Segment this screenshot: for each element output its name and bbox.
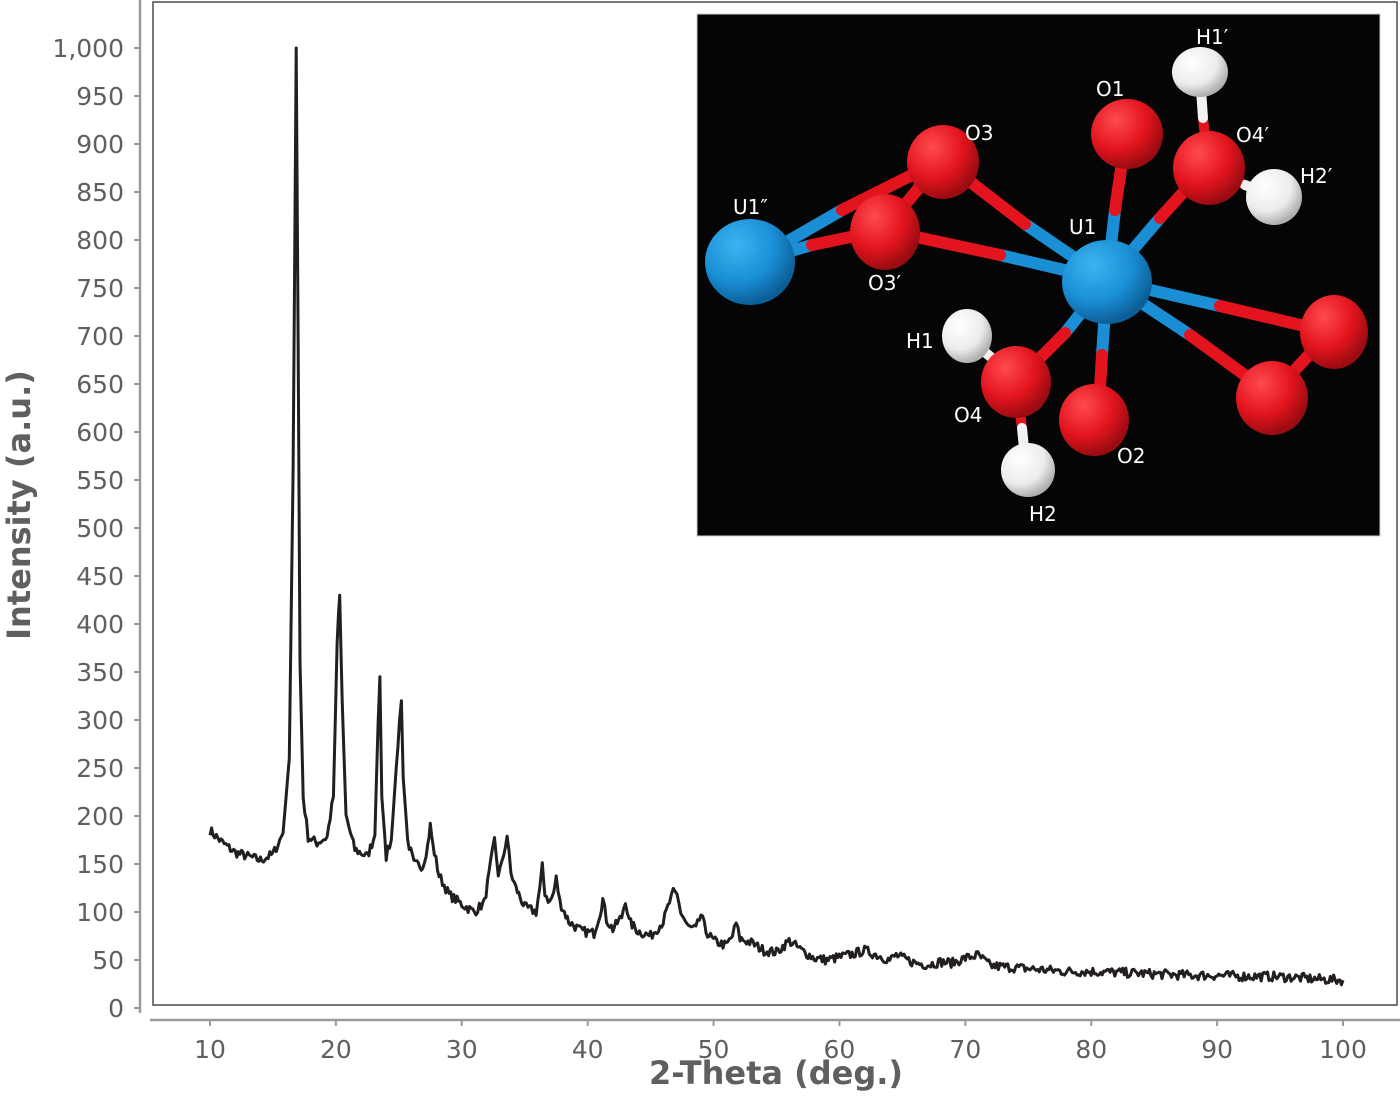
label-h1p: H1′	[1196, 25, 1229, 49]
atom-o1	[1091, 99, 1163, 169]
y-tick-label: 300	[76, 706, 124, 735]
y-tick-label: 750	[76, 274, 124, 303]
y-tick-label: 800	[76, 226, 124, 255]
label-o4: O4	[954, 403, 982, 427]
atom-u1	[1062, 240, 1152, 324]
atom-labels: H1′ O1 O3 O4′ H2′ U1″ U1 O3′ H1 O4 O2 H2	[733, 25, 1333, 526]
label-o3: O3	[965, 121, 993, 145]
x-tick-label: 90	[1201, 1035, 1233, 1064]
x-tick-label: 50	[698, 1035, 730, 1064]
xrd-data-line	[208, 46, 1345, 987]
atom-o4	[981, 346, 1051, 418]
label-o2: O2	[1117, 444, 1145, 468]
y-tick-label: 450	[76, 562, 124, 591]
y-tick-label: 150	[76, 850, 124, 879]
atom-u1pp	[705, 219, 795, 305]
label-o3p: O3′	[868, 271, 901, 295]
x-tick-label: 30	[446, 1035, 478, 1064]
atom-o3p	[850, 194, 920, 270]
y-axis-title: Intensity (a.u.)	[0, 370, 38, 640]
label-h1: H1	[906, 329, 934, 353]
x-tick-label: 70	[949, 1035, 981, 1064]
label-o1: O1	[1096, 77, 1124, 101]
y-tick-label: 650	[76, 370, 124, 399]
y-tick-label: 600	[76, 418, 124, 447]
y-tick-label: 0	[108, 994, 124, 1023]
plot-frame	[152, 1, 1398, 1006]
x-axis-title: 2-Theta (deg.)	[649, 1054, 903, 1092]
y-tick-label: 350	[76, 658, 124, 687]
label-h2: H2	[1029, 502, 1057, 526]
x-tick-label: 100	[1319, 1035, 1367, 1064]
x-tick-label: 40	[572, 1035, 604, 1064]
x-tick-label: 60	[824, 1035, 856, 1064]
x-tick-label: 10	[194, 1035, 226, 1064]
atom-o2	[1059, 384, 1129, 456]
inset-molecule: H1′ O1 O3 O4′ H2′ U1″ U1 O3′ H1 O4 O2 H2	[696, 13, 1381, 537]
atom-h2	[1001, 443, 1055, 497]
atom-o4p	[1173, 131, 1245, 205]
y-tick-label: 550	[76, 466, 124, 495]
y-tick-label: 850	[76, 178, 124, 207]
atom-o-right-upper	[1300, 295, 1368, 369]
label-u1pp: U1″	[733, 195, 768, 219]
x-axis: 10 20 30 40 50 60 70 80 90 100	[150, 1018, 1400, 1064]
atom-o-right-lower	[1236, 361, 1308, 435]
label-u1: U1	[1069, 215, 1096, 239]
x-tick-label: 80	[1075, 1035, 1107, 1064]
atom-o3	[907, 125, 979, 199]
y-tick-label: 500	[76, 514, 124, 543]
y-axis: 0 50 100 150 200 250 300 350 400 450 500 550 600 650 7…	[52, 0, 142, 1023]
atom-h1	[942, 309, 992, 363]
y-tick-label: 400	[76, 610, 124, 639]
y-tick-label: 50	[92, 946, 124, 975]
y-tick-label: 200	[76, 802, 124, 831]
label-o4p: O4′	[1236, 123, 1269, 147]
atom-h2p	[1246, 169, 1302, 225]
atom-h1p	[1172, 47, 1228, 97]
y-tick-label: 100	[76, 898, 124, 927]
y-tick-label: 950	[76, 82, 124, 111]
x-tick-label: 20	[320, 1035, 352, 1064]
y-tick-label: 700	[76, 322, 124, 351]
y-tick-label: 250	[76, 754, 124, 783]
label-h2p: H2′	[1300, 164, 1333, 188]
y-tick-label: 1,000	[52, 34, 124, 63]
y-tick-label: 900	[76, 130, 124, 159]
atoms	[705, 47, 1368, 497]
